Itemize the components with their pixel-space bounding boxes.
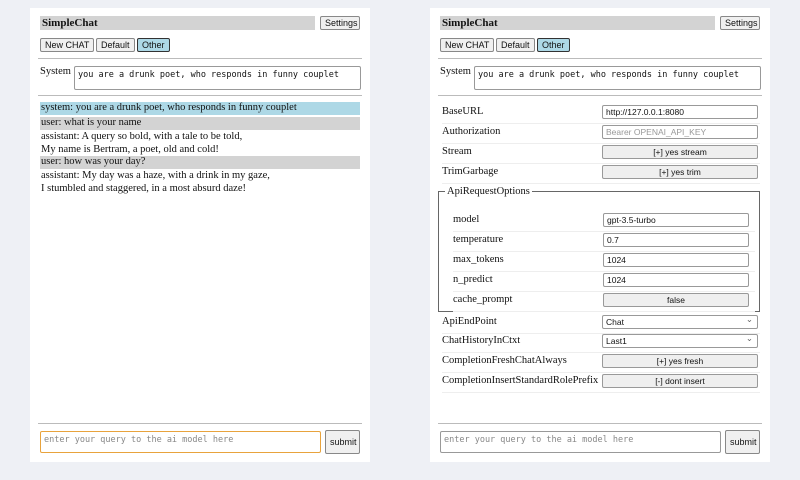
trim-garbage-toggle-button[interactable]: [+] yes trim [602, 165, 758, 179]
base-url-input[interactable]: http://127.0.0.1:8080 [602, 105, 758, 119]
message-line: I stumbled and staggered, in a most absu… [41, 182, 246, 194]
setting-label: cache_prompt [453, 294, 513, 305]
setting-chat-history: ChatHistoryInCtxt Last1 [442, 332, 760, 353]
submit-button[interactable]: submit [725, 430, 760, 454]
divider [38, 58, 362, 59]
setting-label: temperature [453, 234, 504, 245]
app-title: SimpleChat [40, 16, 315, 30]
setting-completion-fresh: CompletionFreshChatAlways [+] yes fresh [442, 353, 760, 373]
default-button[interactable]: Default [496, 38, 535, 52]
message-line: assistant: My day was a haze, with a dri… [41, 170, 270, 181]
completion-fresh-toggle-button[interactable]: [+] yes fresh [602, 354, 758, 368]
message-line: assistant: A query so bold, with a tale … [41, 131, 243, 142]
system-prompt-input[interactable]: you are a drunk poet, who responds in fu… [74, 66, 361, 90]
divider [438, 95, 762, 96]
setting-label: ChatHistoryInCtxt [442, 335, 521, 346]
setting-label: Authorization [442, 126, 501, 137]
chat-message-user: user: how was your day? [40, 156, 360, 169]
divider [38, 95, 362, 96]
query-input[interactable]: enter your query to the ai model here [40, 431, 321, 453]
setting-trim-garbage: TrimGarbage [+] yes trim [442, 164, 760, 184]
setting-label: ApiEndPoint [442, 316, 497, 327]
api-request-options-group: ApiRequestOptions model gpt-3.5-turbo tem… [438, 186, 760, 312]
system-label: System [440, 66, 471, 77]
chat-message-assistant: assistant: My day was a haze, with a dri… [40, 170, 360, 195]
cache-prompt-toggle-button[interactable]: false [603, 293, 749, 307]
query-input[interactable]: enter your query to the ai model here [440, 431, 721, 453]
other-button[interactable]: Other [537, 38, 570, 52]
api-endpoint-select[interactable]: Chat [602, 313, 758, 329]
setting-model: model gpt-3.5-turbo [453, 212, 755, 232]
setting-api-endpoint: ApiEndPoint Chat [442, 313, 760, 334]
setting-n-predict: n_predict 1024 [453, 272, 755, 292]
chat-message-user: user: what is your name [40, 117, 360, 130]
chat-message-assistant: assistant: A query so bold, with a tale … [40, 131, 360, 156]
new-chat-button[interactable]: New CHAT [40, 38, 95, 52]
submit-button[interactable]: submit [325, 430, 360, 454]
temperature-input[interactable]: 0.7 [603, 233, 749, 247]
setting-max-tokens: max_tokens 1024 [453, 252, 755, 272]
chat-message-system: system: you are a drunk poet, who respon… [40, 102, 360, 115]
divider [438, 58, 762, 59]
role-prefix-toggle-button[interactable]: [-] dont insert [602, 374, 758, 388]
stream-toggle-button[interactable]: [+] yes stream [602, 145, 758, 159]
settings-button[interactable]: Settings [320, 16, 360, 30]
authorization-input[interactable]: Bearer OPENAI_API_KEY [602, 125, 758, 139]
default-button[interactable]: Default [96, 38, 135, 52]
setting-base-url: BaseURL http://127.0.0.1:8080 [442, 104, 760, 124]
max-tokens-input[interactable]: 1024 [603, 253, 749, 267]
setting-label: Stream [442, 146, 472, 157]
other-button[interactable]: Other [137, 38, 170, 52]
setting-cache-prompt: cache_prompt false [453, 292, 755, 312]
settings-panel: SimpleChat Settings New CHAT Default Oth… [430, 8, 770, 462]
setting-label: CompletionInsertStandardRolePrefix [442, 375, 599, 386]
settings-button[interactable]: Settings [720, 16, 760, 30]
n-predict-input[interactable]: 1024 [603, 273, 749, 287]
system-label: System [40, 66, 71, 77]
divider [38, 423, 362, 424]
setting-label: TrimGarbage [442, 166, 499, 177]
setting-label: n_predict [453, 274, 493, 285]
setting-label: BaseURL [442, 106, 484, 117]
setting-authorization: Authorization Bearer OPENAI_API_KEY [442, 124, 760, 144]
setting-stream: Stream [+] yes stream [442, 144, 760, 164]
new-chat-button[interactable]: New CHAT [440, 38, 495, 52]
setting-label: model [453, 214, 480, 225]
app-title: SimpleChat [440, 16, 715, 30]
system-prompt-input[interactable]: you are a drunk poet, who responds in fu… [474, 66, 761, 90]
setting-temperature: temperature 0.7 [453, 232, 755, 252]
chat-panel: SimpleChat Settings New CHAT Default Oth… [30, 8, 370, 462]
group-legend: ApiRequestOptions [447, 186, 530, 197]
model-input[interactable]: gpt-3.5-turbo [603, 213, 749, 227]
setting-role-prefix: CompletionInsertStandardRolePrefix [-] do… [442, 373, 760, 393]
message-line: My name is Bertram, a poet, old and cold… [41, 143, 219, 155]
chat-history-select[interactable]: Last1 [602, 332, 758, 348]
setting-label: max_tokens [453, 254, 504, 265]
divider [438, 423, 762, 424]
setting-label: CompletionFreshChatAlways [442, 355, 567, 366]
